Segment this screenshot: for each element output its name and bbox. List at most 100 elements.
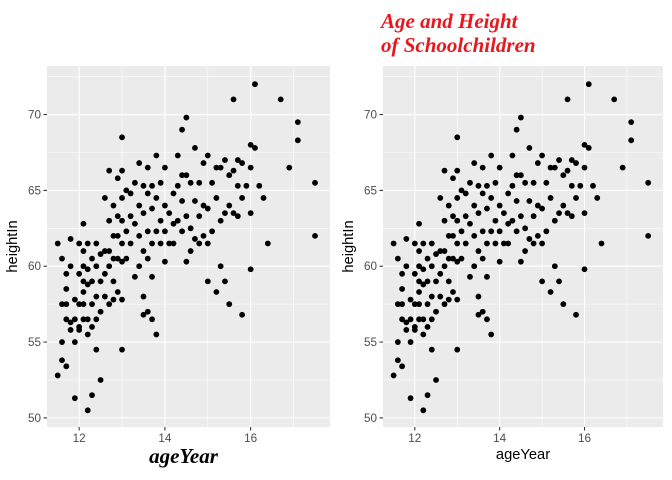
data-point xyxy=(162,164,168,171)
data-point xyxy=(196,179,203,186)
data-point xyxy=(424,278,431,285)
data-point xyxy=(479,228,486,235)
data-point xyxy=(590,182,596,189)
data-point xyxy=(420,331,427,338)
data-point xyxy=(106,263,113,270)
data-point xyxy=(217,164,224,171)
data-point xyxy=(187,179,194,186)
data-point xyxy=(564,210,571,217)
data-point xyxy=(59,255,65,262)
data-point xyxy=(80,248,87,254)
data-point xyxy=(450,175,456,182)
data-point xyxy=(458,255,465,262)
data-point xyxy=(484,316,490,323)
data-point xyxy=(416,301,422,308)
data-point xyxy=(76,327,83,333)
data-point xyxy=(192,198,198,204)
data-point xyxy=(403,319,410,326)
data-point xyxy=(183,213,190,220)
data-point xyxy=(428,240,435,247)
data-point xyxy=(454,167,461,174)
data-point xyxy=(479,308,486,315)
panel-background-left xyxy=(47,66,330,427)
data-point xyxy=(119,195,125,201)
data-point xyxy=(149,273,155,280)
data-point xyxy=(475,182,482,189)
data-point xyxy=(149,205,155,212)
y-tick-label: 65 xyxy=(28,184,42,197)
data-point xyxy=(585,145,592,151)
data-point xyxy=(471,202,478,209)
data-point xyxy=(471,232,478,239)
data-point xyxy=(101,195,108,201)
data-point xyxy=(140,248,147,254)
data-point xyxy=(517,172,524,179)
data-point xyxy=(119,167,125,174)
data-point xyxy=(484,240,490,247)
data-point xyxy=(187,225,194,232)
data-point xyxy=(420,281,427,288)
data-point xyxy=(407,316,414,323)
data-point xyxy=(539,152,545,159)
data-point xyxy=(479,255,486,262)
data-point xyxy=(144,308,151,315)
data-point xyxy=(153,228,160,235)
plot-title-right-line2: of Schoolchildren xyxy=(381,33,536,57)
data-point xyxy=(437,270,444,277)
data-point xyxy=(581,141,588,148)
data-point xyxy=(428,263,435,270)
data-point xyxy=(628,119,635,126)
data-point xyxy=(399,363,405,370)
data-point xyxy=(67,263,74,270)
data-point xyxy=(424,392,431,399)
data-point xyxy=(162,202,168,209)
data-point xyxy=(59,301,65,308)
data-point xyxy=(312,232,318,239)
data-point xyxy=(611,96,618,103)
data-point xyxy=(534,160,541,166)
data-point xyxy=(162,228,168,235)
data-point xyxy=(217,217,224,224)
data-point xyxy=(170,190,177,197)
data-point xyxy=(234,157,241,163)
data-point xyxy=(628,137,635,144)
ticks-right: 12 14 16 50 55 60 65 70 xyxy=(364,109,591,445)
data-point xyxy=(522,225,529,232)
data-point xyxy=(420,240,427,247)
data-point xyxy=(445,232,452,239)
plot-title-right-line1: Age and Height xyxy=(379,9,519,33)
data-point xyxy=(403,236,410,242)
data-point xyxy=(179,126,185,133)
data-point xyxy=(424,301,431,308)
data-point xyxy=(505,240,512,247)
data-point xyxy=(445,255,452,262)
data-point xyxy=(183,114,190,121)
data-point xyxy=(277,96,284,103)
data-point xyxy=(484,182,490,189)
data-point xyxy=(127,213,134,220)
data-point xyxy=(76,270,83,277)
data-point xyxy=(204,278,211,285)
data-point xyxy=(462,213,469,220)
data-point xyxy=(619,164,626,171)
data-point xyxy=(428,293,435,300)
data-point xyxy=(114,255,121,262)
data-point xyxy=(166,210,173,217)
data-point xyxy=(230,96,237,103)
data-point xyxy=(573,160,579,166)
data-point xyxy=(454,134,461,141)
data-point xyxy=(101,293,108,300)
data-point xyxy=(174,182,181,189)
y-axis-title-right: heightIn xyxy=(341,220,357,272)
data-point xyxy=(454,296,461,303)
y-tick-label: 50 xyxy=(364,412,378,425)
data-point xyxy=(394,357,401,364)
data-point xyxy=(568,213,575,220)
data-point xyxy=(71,339,78,345)
data-point xyxy=(424,255,431,262)
data-point xyxy=(247,210,254,217)
data-point xyxy=(390,372,397,379)
data-point xyxy=(543,179,550,186)
data-point xyxy=(530,240,537,247)
data-point xyxy=(556,157,562,163)
